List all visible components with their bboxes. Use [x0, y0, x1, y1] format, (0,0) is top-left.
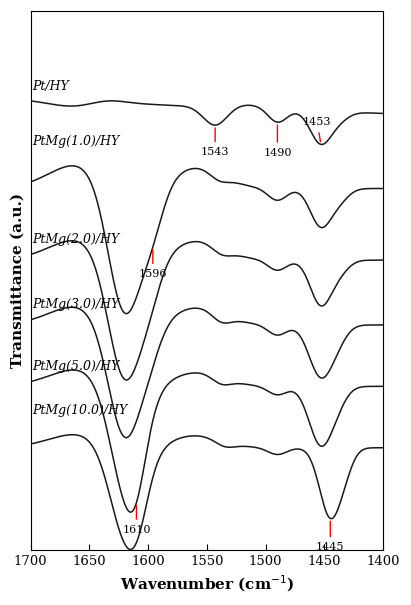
Text: 1453: 1453 [303, 117, 332, 142]
Text: 1490: 1490 [263, 125, 292, 158]
Y-axis label: Transmittance (a.u.): Transmittance (a.u.) [11, 193, 25, 368]
Text: 1596: 1596 [139, 250, 167, 279]
Text: PtMg(10.0)/HY: PtMg(10.0)/HY [32, 404, 127, 417]
Text: 1543: 1543 [201, 128, 229, 157]
Text: PtMg(5.0)/HY: PtMg(5.0)/HY [32, 360, 119, 373]
Text: PtMg(2.0)/HY: PtMg(2.0)/HY [32, 234, 119, 246]
Text: PtMg(3.0)/HY: PtMg(3.0)/HY [32, 298, 119, 312]
Text: PtMg(1.0)/HY: PtMg(1.0)/HY [32, 134, 119, 148]
Text: Pt/HY: Pt/HY [32, 80, 69, 93]
Text: 1610: 1610 [122, 505, 151, 535]
Text: 1445: 1445 [316, 521, 344, 552]
X-axis label: Wavenumber (cm$^{-1}$): Wavenumber (cm$^{-1}$) [120, 574, 294, 594]
